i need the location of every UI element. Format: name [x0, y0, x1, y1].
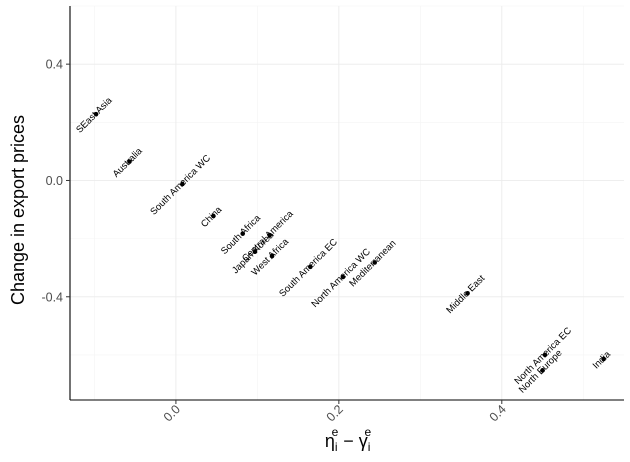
x-axis-title-eta-sup: e [332, 425, 339, 439]
data-point [540, 368, 545, 373]
data-point [308, 264, 313, 270]
y-tick-label: 0.4 [46, 58, 63, 72]
y-tick-label: -0.4 [41, 290, 63, 304]
y-axis-title: Change in export prices [8, 115, 28, 305]
x-axis-title-gamma-sup: e [364, 425, 371, 439]
axes [69, 6, 624, 401]
data-point [252, 249, 258, 255]
x-axis-title-gamma: γ [359, 431, 368, 451]
data-point [240, 231, 246, 236]
data-point [127, 159, 132, 164]
x-axis-title-eta-sub: i [335, 440, 338, 454]
data-point [340, 274, 346, 280]
data-point [267, 232, 272, 238]
x-axis-title-eta: η [325, 431, 335, 451]
x-axis-title: ηie − γie [325, 425, 372, 454]
x-axis-title-operator: − [338, 431, 359, 451]
data-point [465, 290, 470, 296]
data-point [372, 260, 378, 265]
data-point [211, 213, 216, 219]
data-point [269, 253, 275, 259]
data-point [601, 356, 606, 362]
data-point [180, 181, 185, 187]
grid-lines [70, 5, 624, 400]
y-tick-label: 0.0 [46, 174, 63, 188]
data-point [542, 352, 548, 358]
x-axis-title-gamma-sub: i [368, 440, 371, 454]
data-point [93, 111, 99, 117]
